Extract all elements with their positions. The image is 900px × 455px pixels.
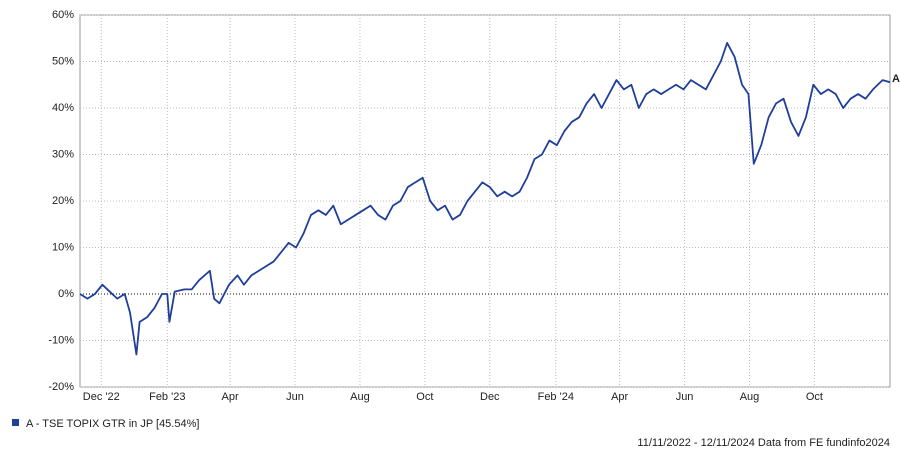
x-tick-label: Aug — [350, 391, 370, 403]
x-tick-label: Aug — [740, 391, 760, 403]
y-tick-label: 40% — [52, 102, 74, 114]
y-tick-label: 10% — [52, 241, 74, 253]
x-tick-label: Jun — [676, 391, 694, 403]
y-tick-label: 0% — [58, 288, 74, 300]
y-tick-label: -10% — [48, 334, 74, 346]
legend-swatch — [12, 419, 19, 426]
x-tick-label: Feb '24 — [538, 391, 574, 403]
end-label: A — [892, 73, 900, 85]
series-line — [79, 42, 891, 356]
x-tick-label: Dec '22 — [83, 391, 120, 403]
y-tick-label: 30% — [52, 148, 74, 160]
y-tick-label: 20% — [52, 195, 74, 207]
y-tick-label: 50% — [52, 55, 74, 67]
x-tick-label: Oct — [416, 391, 433, 403]
x-tick-label: Apr — [222, 391, 239, 403]
y-tick-label: -20% — [48, 381, 74, 393]
y-tick-label: 60% — [52, 9, 74, 21]
legend-label: A - TSE TOPIX GTR in JP [45.54%] — [26, 418, 199, 430]
x-tick-label: Dec — [480, 391, 500, 403]
footer: 11/11/2022 - 12/11/2024 Data from FE fun… — [637, 437, 890, 449]
x-tick-label: Oct — [806, 391, 823, 403]
x-tick-label: Feb '23 — [149, 391, 185, 403]
x-tick-label: Jun — [286, 391, 304, 403]
x-tick-label: Apr — [611, 391, 628, 403]
